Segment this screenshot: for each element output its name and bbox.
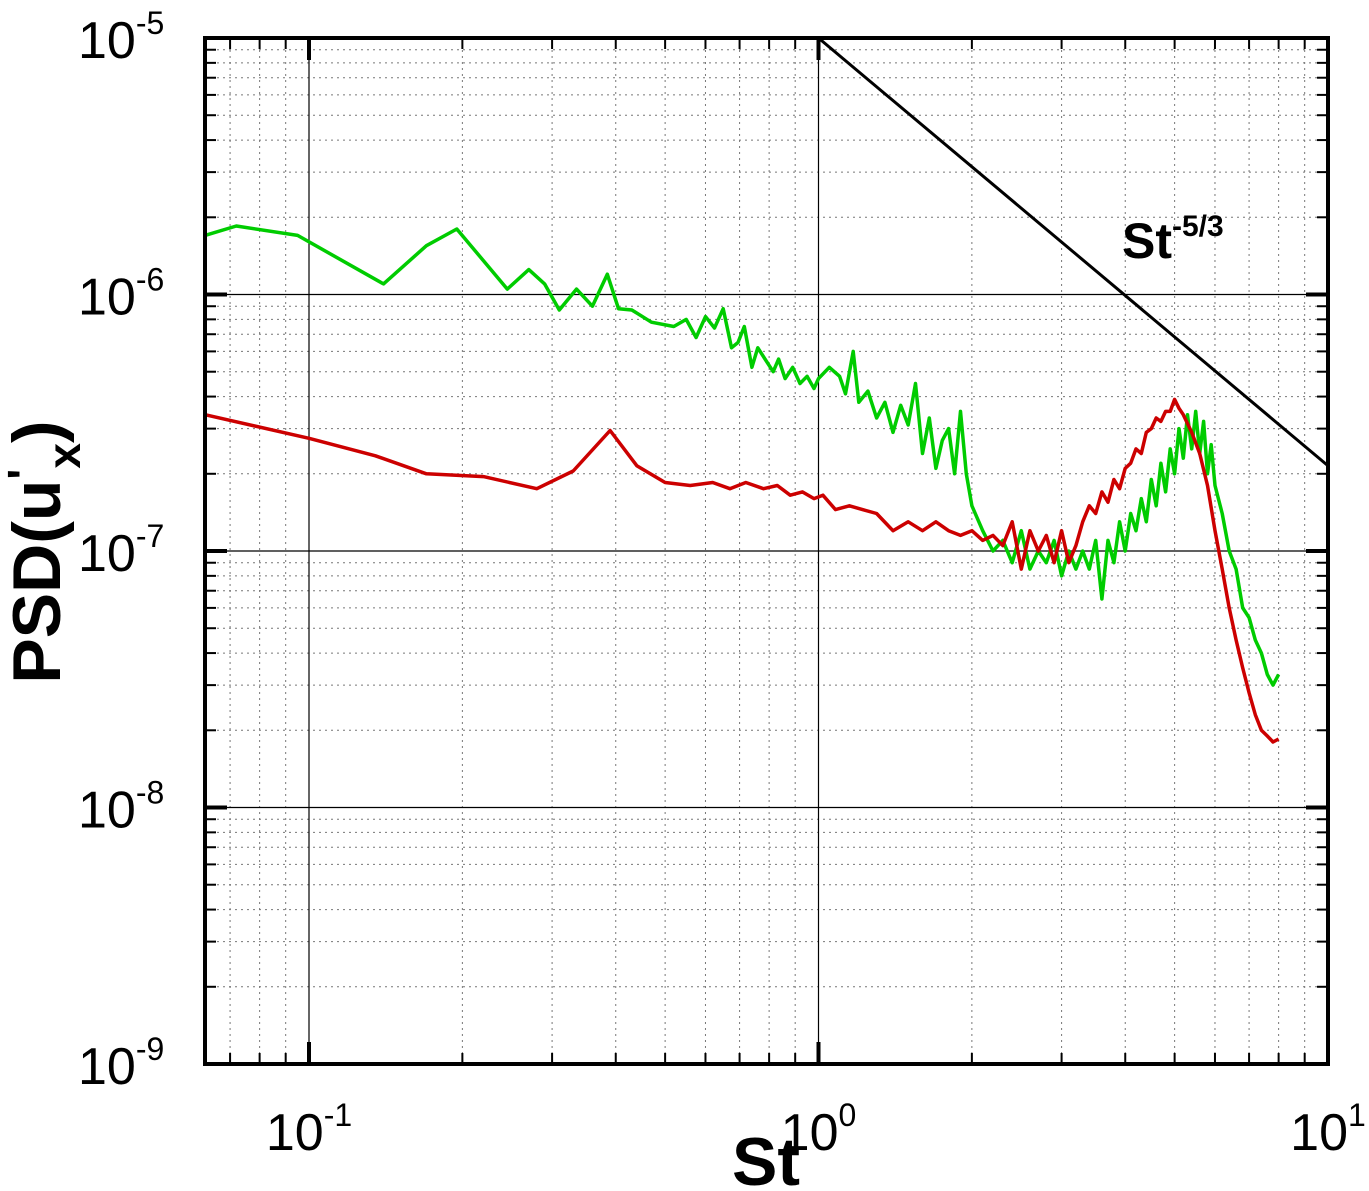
x-tick-label-base: 10 (266, 1104, 324, 1162)
x-tick-label-base: 10 (1290, 1104, 1348, 1162)
y-axis-label-close: ) (0, 420, 75, 443)
x-tick-label-base: 10 (781, 1104, 839, 1162)
y-tick-label-exponent: -9 (136, 1031, 164, 1067)
y-tick-label-base: 10 (78, 782, 136, 840)
x-tick-labels: 10-1 100 101 (266, 1097, 1366, 1162)
y-tick-label-base: 10 (78, 525, 136, 583)
y-axis-label-prime: ' (0, 469, 50, 480)
y-axis-label-subscript: x (38, 443, 90, 469)
tick-marks (205, 36, 1330, 1066)
y-tick-labels: 10-910-810-710-610-5 (78, 5, 164, 1096)
data-series (204, 224, 1281, 744)
x-tick-label-exponent: 0 (839, 1097, 857, 1133)
y-tick-label-exponent: -8 (136, 775, 164, 811)
y-tick-label: 10-9 (78, 1031, 164, 1096)
y-tick-label-exponent: -7 (136, 518, 164, 554)
y-tick-label-exponent: -6 (136, 262, 164, 298)
series-line-1 (204, 397, 1280, 744)
y-axis-label: PSD(u'x) (0, 420, 90, 683)
slope-line (817, 36, 1329, 467)
x-tick-label-exponent: 1 (1348, 1097, 1366, 1133)
y-tick-label-base: 10 (78, 269, 136, 327)
slope-annotation-base: St (1122, 213, 1172, 269)
series-line-0 (204, 224, 1281, 687)
x-tick-label-exponent: -1 (324, 1097, 352, 1133)
slope-annotation-exponent: -5/3 (1172, 210, 1224, 243)
x-tick-label: 10-1 (266, 1097, 352, 1162)
slope-annotation: St-5/3 (1122, 210, 1224, 269)
y-tick-label-base: 10 (78, 12, 136, 70)
y-tick-label: 10-7 (78, 518, 164, 583)
x-tick-label: 101 (1290, 1097, 1366, 1162)
y-tick-label: 10-5 (78, 5, 164, 70)
y-tick-label-base: 10 (78, 1038, 136, 1096)
y-tick-label-exponent: -5 (136, 5, 164, 41)
y-tick-label: 10-6 (78, 262, 164, 327)
y-tick-label: 10-8 (78, 775, 164, 840)
minor-gridlines (205, 38, 1328, 1064)
y-axis-label-main: PSD(u (0, 480, 75, 684)
x-tick-label: 100 (781, 1097, 857, 1162)
reference-slope-line (817, 36, 1329, 467)
x-axis-label: St (732, 1124, 800, 1191)
